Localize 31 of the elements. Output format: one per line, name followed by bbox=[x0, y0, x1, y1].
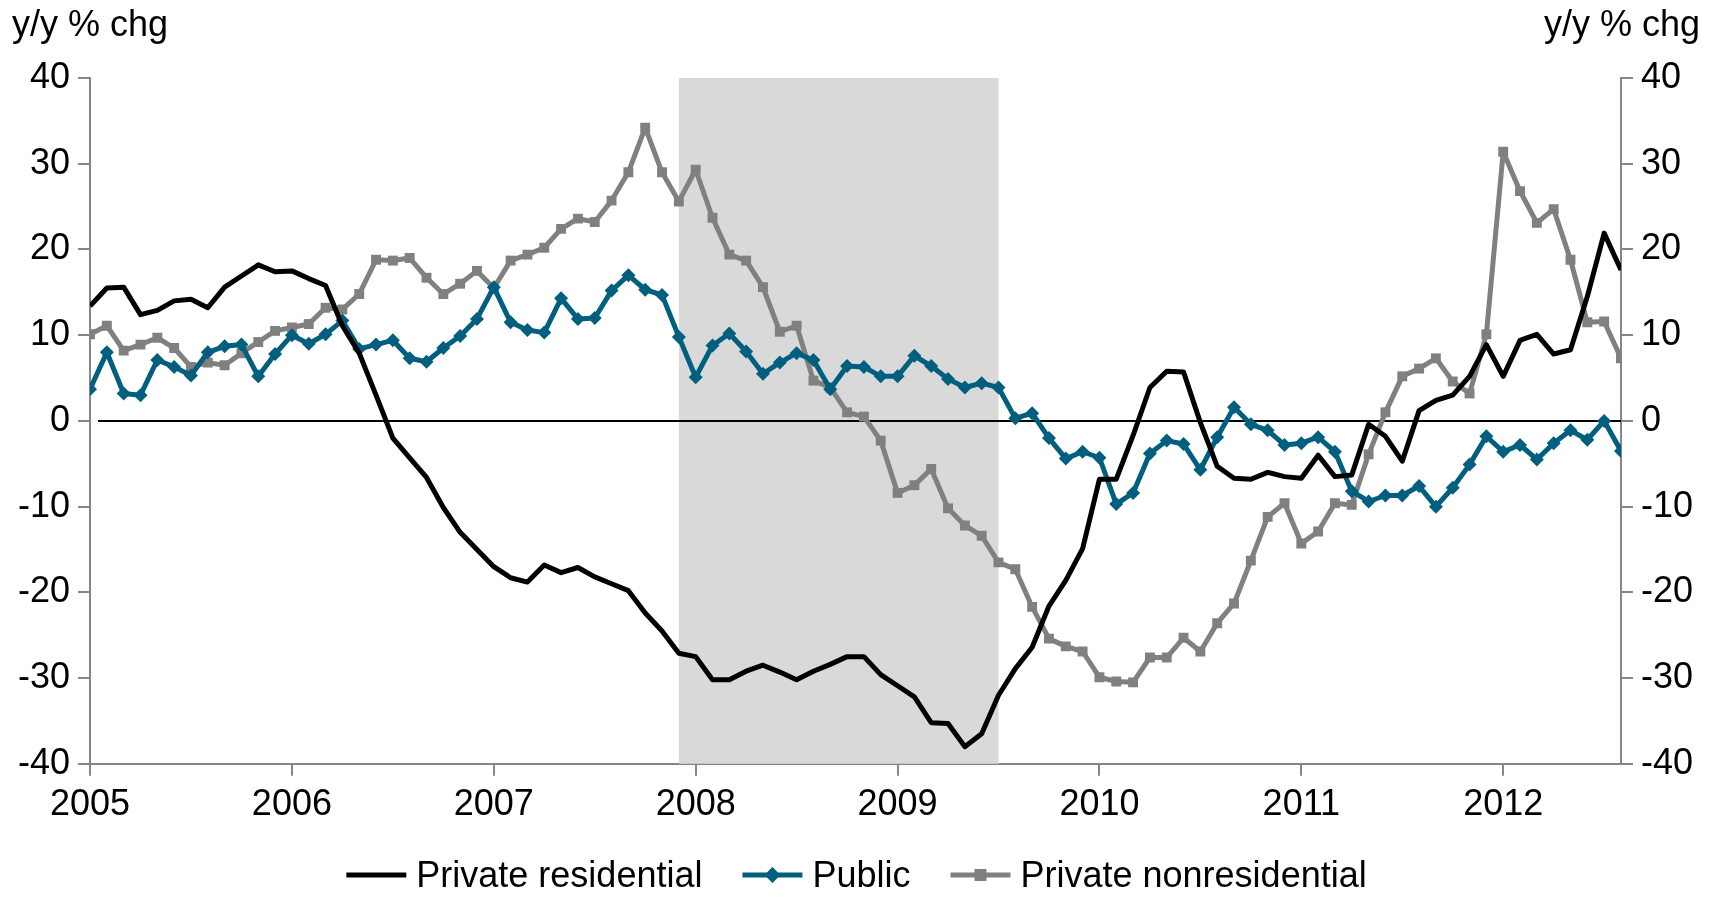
y2-tick-label: 10 bbox=[1640, 312, 1682, 354]
x-tick-label: 2008 bbox=[655, 782, 736, 824]
y-tick-label: 0 bbox=[50, 397, 71, 439]
legend-label: Private residential bbox=[416, 853, 703, 895]
y-tick-label: 10 bbox=[29, 312, 71, 354]
x-tick-label: 2011 bbox=[1262, 782, 1341, 824]
y2-tick-label: 40 bbox=[1640, 54, 1682, 96]
y2-axis-title: y/y % chg bbox=[1543, 2, 1700, 44]
y-tick-label: 30 bbox=[29, 140, 71, 182]
y2-tick-label: -30 bbox=[1640, 655, 1693, 696]
y-tick-label: -30 bbox=[18, 655, 71, 696]
y-tick-label: -40 bbox=[18, 740, 71, 782]
y2-tick-label: -20 bbox=[1640, 569, 1693, 611]
x-tick-label: 2009 bbox=[857, 782, 938, 824]
x-tick-label: 2007 bbox=[453, 782, 534, 824]
x-tick-label: 2010 bbox=[1059, 782, 1140, 824]
y-tick-label: 20 bbox=[29, 226, 71, 268]
x-tick-label: 2006 bbox=[251, 782, 332, 824]
y2-tick-label: 0 bbox=[1640, 397, 1661, 439]
y2-tick-label: -10 bbox=[1640, 483, 1693, 525]
y2-tick-label: 30 bbox=[1640, 140, 1682, 182]
y-tick-label: -10 bbox=[18, 483, 71, 525]
y-axis-title: y/y % chg bbox=[12, 2, 169, 44]
legend-label: Private nonresidential bbox=[1020, 853, 1367, 895]
x-tick-label: 2005 bbox=[49, 782, 131, 824]
y2-tick-label: 20 bbox=[1640, 226, 1682, 268]
y-tick-label: -20 bbox=[18, 569, 71, 611]
y-tick-label: 40 bbox=[29, 54, 71, 96]
legend-label: Public bbox=[812, 853, 911, 895]
x-tick-label: 2012 bbox=[1463, 782, 1544, 824]
y2-tick-label: -40 bbox=[1640, 740, 1693, 782]
